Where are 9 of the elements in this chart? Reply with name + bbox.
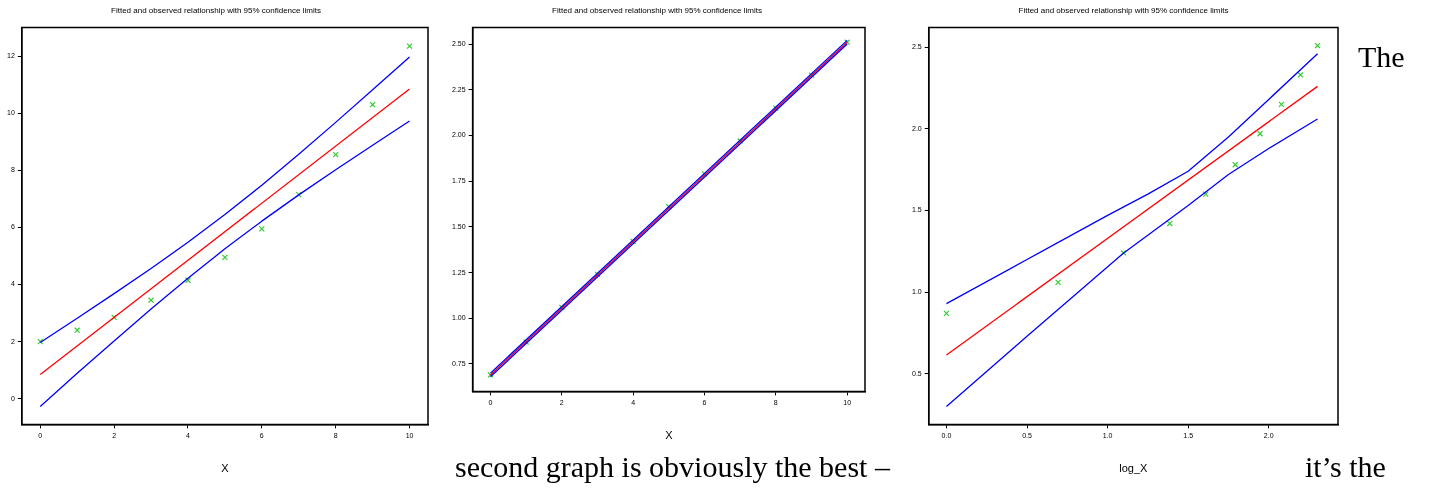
x-axis-title: log_X	[1119, 462, 1149, 475]
text: second graph is obviously the best –	[455, 450, 890, 484]
text: The	[1358, 40, 1405, 74]
chart-title: Fitted and observed relationship with 95% confidence limits	[1018, 6, 1229, 15]
text: it’s the	[1305, 450, 1386, 484]
chart-title: Fitted and observed relationship with 95% confidence limits	[111, 6, 321, 15]
x-axis-title: X	[665, 429, 674, 442]
x-axis-title: X	[221, 462, 230, 475]
chart-title: Fitted and observed relationship with 95% confidence limits	[552, 6, 762, 15]
